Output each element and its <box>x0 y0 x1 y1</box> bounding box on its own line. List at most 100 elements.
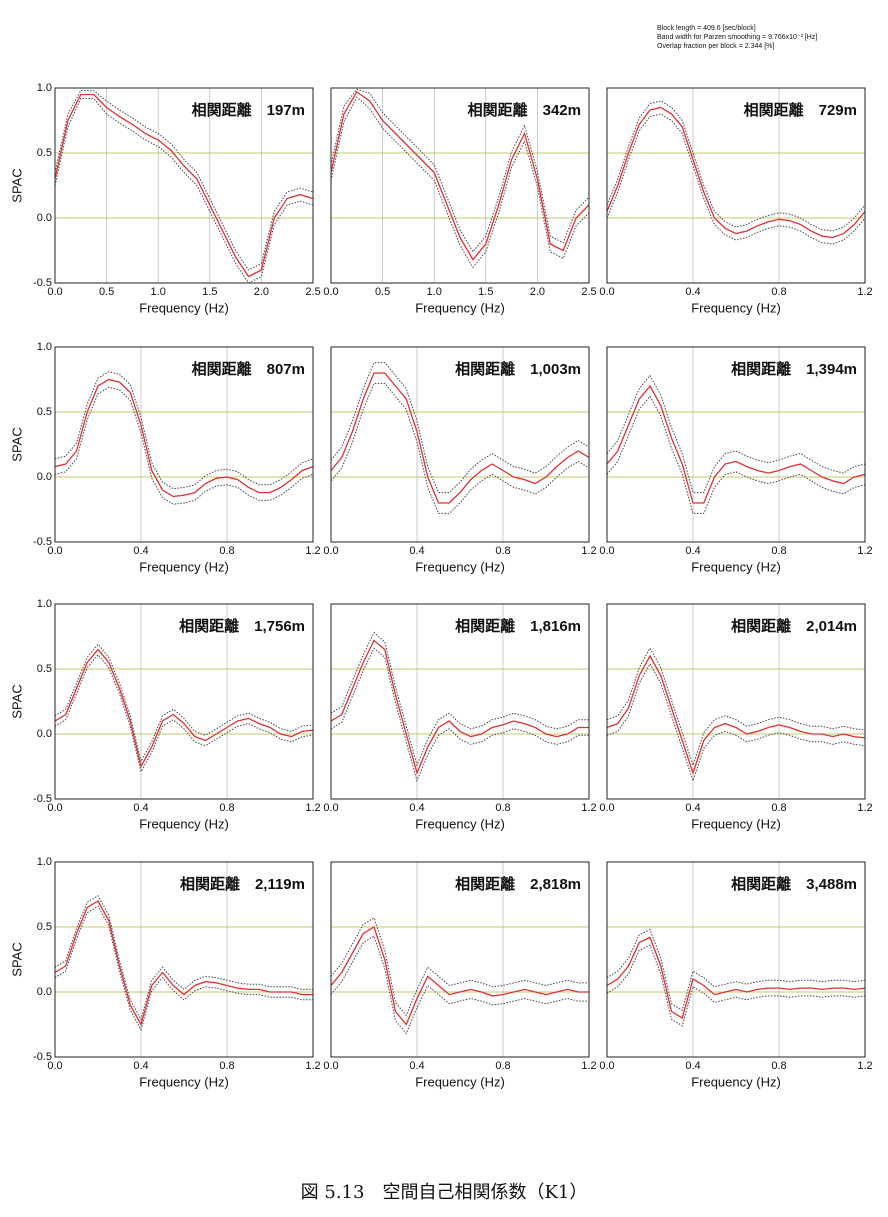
y-tick-label: 0.5 <box>37 921 52 933</box>
header-line: Block length = 409.6 [sec/block] <box>657 25 756 32</box>
spac-line <box>607 662 865 783</box>
spac-line <box>607 100 865 232</box>
spac-line <box>331 90 589 261</box>
x-tick-label: 0.4 <box>133 802 148 814</box>
x-tick-label: 0.4 <box>409 545 424 557</box>
y-axis-label: SPAC <box>9 427 24 461</box>
x-tick-label: 0.4 <box>685 802 700 814</box>
x-tick-label: 0.4 <box>409 1060 424 1072</box>
x-tick-label: 2.0 <box>254 286 269 298</box>
plot-frame <box>54 861 314 1058</box>
x-tick-label: 0.8 <box>495 1060 510 1072</box>
spac-line <box>331 917 589 1017</box>
y-tick-label: -0.5 <box>33 536 52 548</box>
plot-frame <box>330 87 590 284</box>
x-tick-label: 0.0 <box>323 1060 338 1072</box>
x-tick-label: 0.0 <box>47 286 62 298</box>
spac-line <box>607 654 865 776</box>
spac-line <box>607 113 865 245</box>
spac-line <box>607 384 865 504</box>
x-tick-label: 0.8 <box>771 286 786 298</box>
annotation: 相関距離 2,818m <box>455 875 581 893</box>
x-tick-label: 0.5 <box>375 286 390 298</box>
spac-line <box>607 928 865 1011</box>
spac-line <box>55 97 313 283</box>
x-tick-label: 0.4 <box>685 286 700 298</box>
x-tick-label: 1.0 <box>427 286 442 298</box>
plot-area <box>607 100 865 245</box>
y-tick-label: -0.5 <box>33 793 52 805</box>
x-axis-label: Frequency (Hz) <box>139 816 229 831</box>
x-axis-label: Frequency (Hz) <box>139 300 229 315</box>
x-tick-label: 0.0 <box>599 1060 614 1072</box>
y-tick-label: 0.0 <box>37 471 52 483</box>
plot-frame <box>54 87 314 284</box>
spac-line <box>331 362 589 494</box>
x-tick-label: 0.8 <box>219 1060 234 1072</box>
annotation: 相関距離 3,488m <box>731 875 857 893</box>
header-line: Band width for Parzen smoothing = 9.766x… <box>657 34 817 41</box>
plot-frame <box>606 603 866 800</box>
y-tick-label: -0.5 <box>33 277 52 289</box>
plot-area <box>331 362 589 514</box>
y-axis-label: SPAC <box>9 942 24 976</box>
y-tick-label: 0.0 <box>37 212 52 224</box>
plot-frame <box>606 87 866 284</box>
annotation: 相関距離 197m <box>192 101 305 119</box>
annotation: 相関距離 1,003m <box>455 360 581 378</box>
spac-line <box>55 653 313 774</box>
x-tick-label: 0.4 <box>409 802 424 814</box>
plot-area <box>55 371 313 505</box>
y-tick-label: 0.0 <box>37 986 52 998</box>
spac-line <box>55 93 313 278</box>
plot-area <box>331 88 589 269</box>
spac-line <box>607 936 865 1020</box>
annotation: 相関距離 2,119m <box>180 875 305 893</box>
spac-line <box>607 944 865 1027</box>
x-tick-label: 0.0 <box>323 802 338 814</box>
spac-line <box>55 643 313 763</box>
x-tick-label: 0.5 <box>99 286 114 298</box>
x-axis-label: Frequency (Hz) <box>139 1074 229 1089</box>
x-tick-label: 0.8 <box>219 545 234 557</box>
spac-line <box>331 88 589 253</box>
x-tick-label: 2.5 <box>581 286 596 298</box>
plot-area <box>55 895 313 1032</box>
spac-line <box>55 386 313 505</box>
annotation: 相関距離 1,394m <box>731 360 857 378</box>
annotation: 相関距離 807m <box>192 360 305 378</box>
y-tick-label: 1.0 <box>37 341 52 353</box>
plot-frame <box>54 603 314 800</box>
x-tick-label: 0.0 <box>599 545 614 557</box>
plot-frame <box>330 346 590 543</box>
figure-caption: 図 5.13 空間自己相関係数（K1） <box>301 1182 588 1203</box>
header-line: Overlap fraction per block = 2.344 [%] <box>657 43 774 50</box>
plot-frame <box>54 346 314 543</box>
x-tick-label: 0.8 <box>771 802 786 814</box>
spac-line <box>331 382 589 514</box>
annotation: 相関距離 342m <box>468 101 581 119</box>
spac-line <box>331 926 589 1026</box>
x-tick-label: 0.4 <box>133 1060 148 1072</box>
annotation: 相関距離 729m <box>744 101 857 119</box>
y-tick-label: 0.0 <box>37 728 52 740</box>
annotation: 相関距離 2,014m <box>731 617 857 635</box>
x-tick-label: 0.4 <box>685 1060 700 1072</box>
spac-line <box>331 96 589 269</box>
spac-line <box>607 374 865 494</box>
plot-area <box>331 917 589 1035</box>
spac-line <box>331 647 589 783</box>
spac-line <box>55 648 313 769</box>
x-tick-label: 1.2 <box>857 286 872 298</box>
annotation: 相関距離 1,756m <box>179 617 305 635</box>
x-axis-label: Frequency (Hz) <box>415 1074 505 1089</box>
y-axis-label: SPAC <box>9 684 24 718</box>
spac-line <box>55 905 313 1032</box>
spac-line <box>331 631 589 767</box>
x-tick-label: 1.2 <box>857 545 872 557</box>
x-tick-label: 1.2 <box>581 1060 596 1072</box>
x-tick-label: 1.2 <box>857 1060 872 1072</box>
x-axis-label: Frequency (Hz) <box>691 1074 781 1089</box>
y-tick-label: 0.5 <box>37 663 52 675</box>
plot-area <box>331 631 589 783</box>
